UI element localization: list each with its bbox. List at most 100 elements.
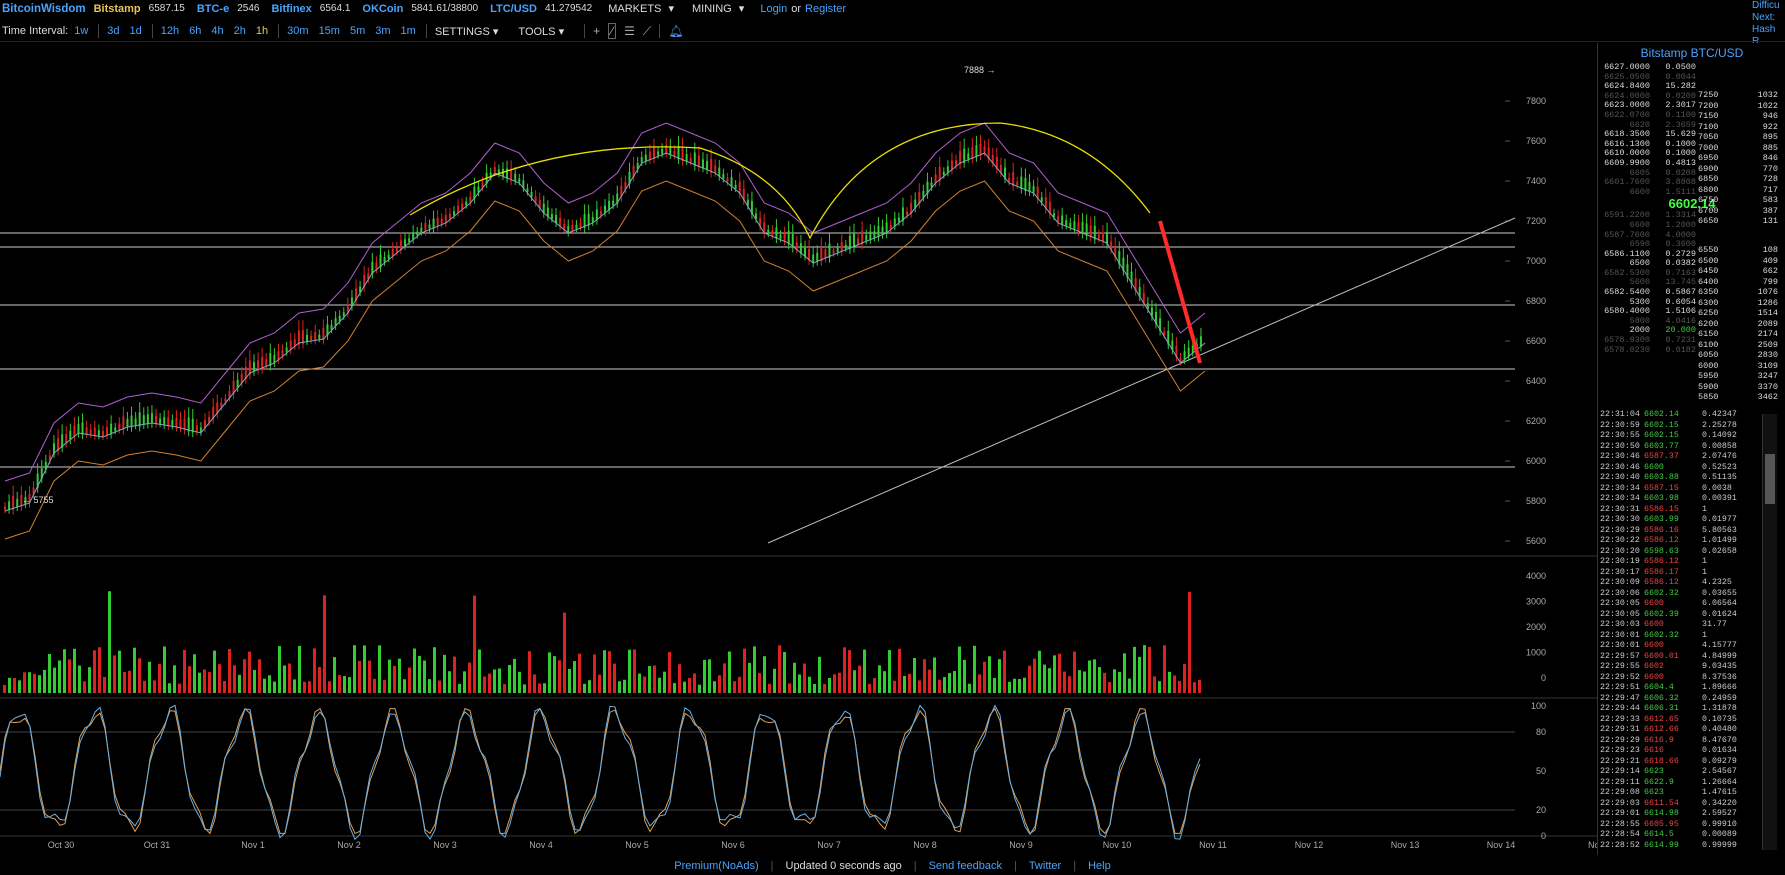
trade-price: 6603.88 bbox=[1644, 473, 1679, 482]
order-price: 5600 bbox=[1629, 277, 1650, 288]
trade-price: 6614.98 bbox=[1644, 809, 1679, 818]
bell-icon[interactable]: 🔔︎ bbox=[668, 24, 684, 38]
interval-5m[interactable]: 5m bbox=[349, 25, 366, 37]
candle-body bbox=[216, 402, 219, 414]
interval-2h[interactable]: 2h bbox=[233, 25, 246, 37]
trade-price: 6611.54 bbox=[1644, 798, 1679, 808]
orderbook-row: 5800 4.0416 bbox=[1598, 316, 1785, 327]
candle-body bbox=[387, 254, 390, 259]
candle-body bbox=[897, 217, 900, 223]
volume-bar bbox=[38, 675, 41, 693]
depth-row: 7000 885 bbox=[1698, 143, 1778, 154]
interval-1w[interactable]: 1w bbox=[74, 25, 89, 37]
candle-body bbox=[1008, 177, 1011, 183]
volume-bar bbox=[83, 681, 86, 693]
markets-label: MARKETS bbox=[608, 3, 662, 15]
login-link[interactable]: Login bbox=[760, 2, 788, 15]
interval-15m[interactable]: 15m bbox=[318, 25, 340, 37]
volume-bar bbox=[283, 665, 286, 693]
volume-bar bbox=[653, 665, 656, 693]
markets-menu[interactable]: MARKETS ▾ bbox=[608, 2, 678, 15]
interval-6h[interactable]: 6h bbox=[189, 25, 202, 37]
feedback-link[interactable]: Send feedback bbox=[928, 860, 1002, 872]
ticker-name[interactable]: OKCoin bbox=[362, 2, 404, 15]
depth-row: 6750 583 bbox=[1698, 195, 1778, 206]
candle-body bbox=[52, 443, 55, 454]
help-link[interactable]: Help bbox=[1088, 860, 1111, 872]
trade-row: 22:29:11 6622.9 1.26664 bbox=[1600, 778, 1760, 789]
candle-body bbox=[804, 248, 806, 257]
interval-1m[interactable]: 1m bbox=[400, 25, 416, 37]
ticker-name[interactable]: Bitstamp bbox=[93, 2, 141, 15]
volume-bar bbox=[963, 659, 966, 693]
tools-menu[interactable]: TOOLS ▾ bbox=[518, 25, 564, 38]
volume-bar bbox=[428, 679, 431, 693]
brand-logo[interactable]: BitcoinWisdom bbox=[2, 2, 86, 15]
price-chart[interactable]: 7800 7600 7400 7200 7000 6800 6600 6400 6200 6000… bbox=[0, 43, 1597, 855]
settings-menu[interactable]: SETTINGS ▾ bbox=[435, 25, 499, 38]
candle-body bbox=[734, 184, 737, 189]
candle-body bbox=[640, 157, 643, 163]
trade-row: 22:29:47 6606.32 0.24959 bbox=[1600, 694, 1760, 705]
volume-bar bbox=[1023, 677, 1026, 693]
register-link[interactable]: Register bbox=[805, 2, 846, 15]
volume-bar bbox=[163, 646, 166, 693]
trade-time: 22:31:04 bbox=[1600, 410, 1640, 419]
interval-3d[interactable]: 3d bbox=[107, 25, 120, 37]
trendline-tool-icon[interactable]: ⁄ bbox=[608, 23, 617, 39]
chevron-down-icon: ▾ bbox=[492, 25, 499, 38]
volume-bar bbox=[488, 673, 491, 693]
candle-body bbox=[359, 286, 362, 293]
interval-12h[interactable]: 12h bbox=[160, 25, 180, 37]
depth-price: 6100 bbox=[1698, 339, 1719, 350]
candle-body bbox=[922, 191, 925, 198]
ticker-name[interactable]: Bitfinex bbox=[271, 2, 312, 15]
volume-bar bbox=[348, 677, 351, 693]
volume-bar bbox=[983, 661, 986, 693]
fib-tool-icon[interactable]: ⟋ bbox=[642, 23, 652, 38]
volume-bar bbox=[483, 676, 486, 693]
x-axis-label: Nov 6 bbox=[721, 840, 745, 850]
candle-body bbox=[436, 217, 439, 227]
volume-bar bbox=[1043, 664, 1046, 693]
volume-bar bbox=[153, 680, 156, 693]
interval-4h[interactable]: 4h bbox=[211, 25, 224, 37]
trade-price: 6606.31 bbox=[1644, 704, 1679, 713]
ticker-name[interactable]: BTC-e bbox=[196, 2, 230, 15]
trades-scrollbar[interactable] bbox=[1762, 414, 1777, 850]
interval-30m[interactable]: 30m bbox=[287, 25, 309, 37]
volume-bar bbox=[1178, 680, 1181, 693]
or-text: or bbox=[791, 2, 802, 15]
trade-row: 22:31:04 6602.14 0.42347 bbox=[1600, 410, 1760, 421]
interval-3m[interactable]: 3m bbox=[375, 25, 391, 37]
candle-body bbox=[632, 165, 635, 178]
trade-amount: 1.31878 bbox=[1702, 704, 1737, 713]
x-axis-label: Nov 8 bbox=[913, 840, 937, 850]
order-amount: 15.629 bbox=[1665, 129, 1696, 140]
ticker-name[interactable]: LTC/USD bbox=[490, 2, 537, 15]
order-price: 6582.5400 bbox=[1604, 287, 1650, 298]
trade-time: 22:30:01 bbox=[1600, 630, 1640, 640]
volume-bar bbox=[108, 591, 111, 693]
ticker-price: 41.279542 bbox=[544, 2, 593, 14]
volume-bar bbox=[128, 670, 131, 693]
candle-body bbox=[820, 247, 823, 262]
volume-bar bbox=[123, 671, 126, 693]
volume-bar bbox=[398, 658, 401, 693]
candle-body bbox=[975, 145, 978, 158]
premium-link[interactable]: Premium(NoAds) bbox=[674, 860, 759, 872]
volume-bar bbox=[333, 657, 336, 693]
scroll-thumb[interactable] bbox=[1765, 454, 1775, 504]
twitter-link[interactable]: Twitter bbox=[1028, 860, 1062, 872]
candle-body bbox=[1110, 241, 1113, 250]
mining-menu[interactable]: MINING ▾ bbox=[692, 2, 748, 15]
order-amount: 1.2000 bbox=[1665, 219, 1696, 230]
trade-amount: 1.01499 bbox=[1702, 536, 1737, 545]
interval-1d[interactable]: 1d bbox=[129, 25, 142, 37]
ticker-price: 6587.15 bbox=[148, 2, 185, 14]
interval-1h[interactable]: 1h bbox=[255, 25, 269, 37]
candle-body bbox=[212, 407, 215, 419]
volume-bar bbox=[768, 683, 771, 693]
crosshair-icon[interactable]: + bbox=[593, 24, 601, 38]
horizontal-line-tool-icon[interactable]: ☰ bbox=[624, 24, 635, 38]
